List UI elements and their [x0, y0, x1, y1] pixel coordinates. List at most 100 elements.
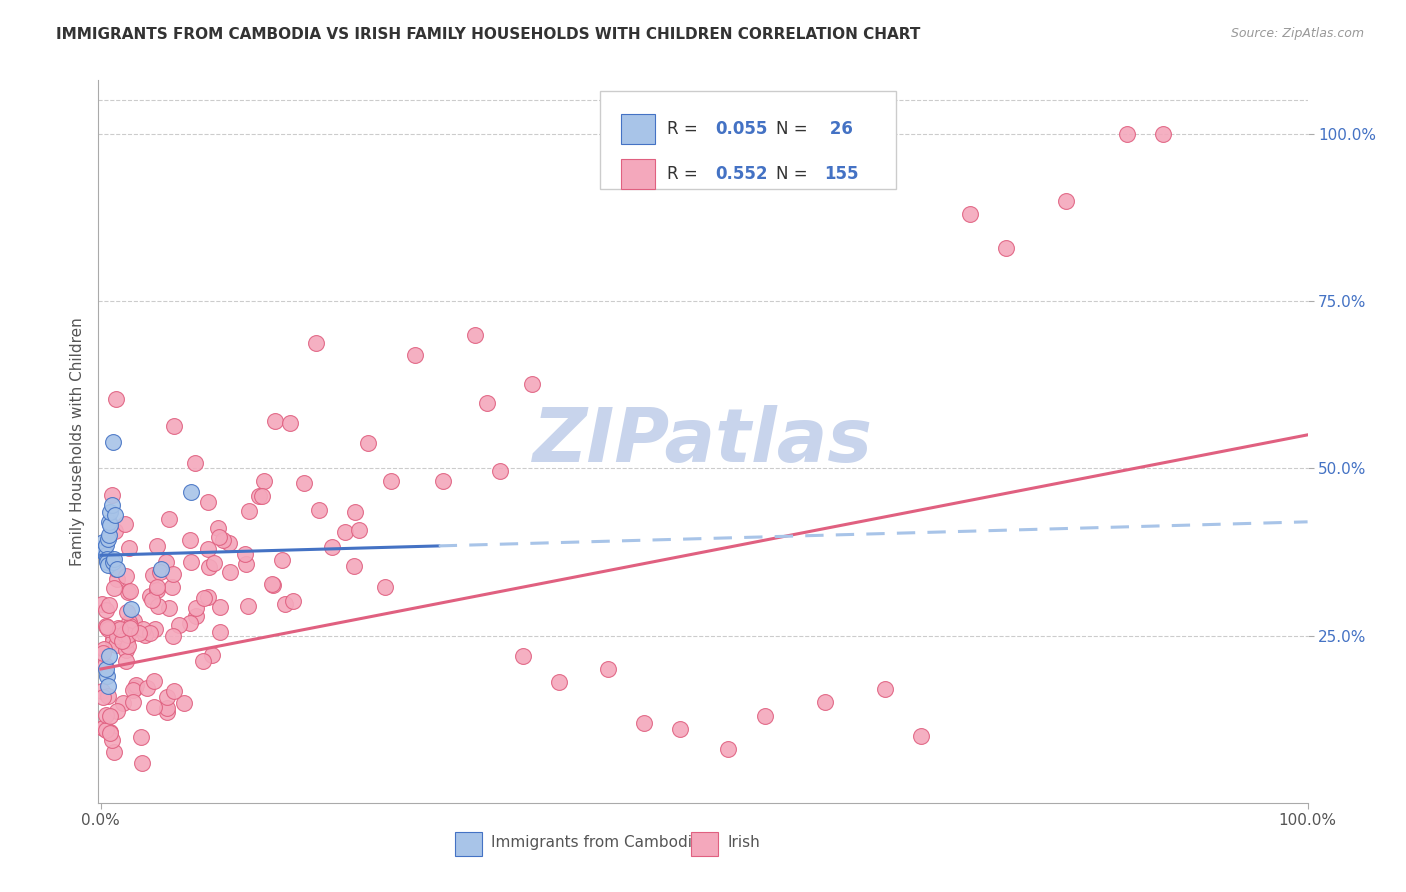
Point — [157, 512, 180, 526]
Y-axis label: Family Households with Children: Family Households with Children — [69, 318, 84, 566]
Point — [96, 620, 118, 634]
Point — [101, 634, 124, 648]
Point — [305, 336, 328, 351]
Point — [105, 562, 128, 576]
Point — [93, 545, 115, 559]
Point — [179, 615, 201, 630]
Point — [115, 623, 138, 637]
Point — [186, 609, 208, 624]
Point — [118, 621, 141, 635]
Point — [173, 696, 195, 710]
Point — [91, 683, 114, 698]
Point — [107, 621, 129, 635]
Point — [143, 674, 166, 689]
Point — [201, 648, 224, 662]
Point — [118, 541, 141, 555]
Point — [146, 580, 169, 594]
Text: R =: R = — [666, 120, 703, 138]
Point — [114, 569, 136, 583]
Point — [404, 348, 426, 362]
Point — [139, 589, 162, 603]
Point — [101, 632, 124, 646]
Point — [98, 709, 121, 723]
Point — [94, 662, 117, 676]
Point — [91, 597, 114, 611]
FancyBboxPatch shape — [690, 832, 717, 855]
Point — [193, 591, 215, 605]
Point — [432, 474, 454, 488]
Point — [118, 615, 141, 629]
Point — [374, 580, 396, 594]
Point — [111, 697, 134, 711]
Point — [208, 529, 231, 543]
Point — [115, 654, 138, 668]
Point — [209, 625, 232, 640]
Point — [98, 598, 121, 612]
Point — [238, 504, 260, 518]
Point — [93, 720, 115, 734]
Point — [156, 701, 179, 715]
Point — [180, 484, 202, 499]
Point — [96, 622, 118, 636]
Point — [180, 554, 202, 568]
Point — [814, 696, 837, 710]
Point — [129, 730, 152, 744]
Point — [120, 602, 142, 616]
Point — [108, 623, 131, 637]
Point — [91, 534, 114, 549]
Point — [110, 634, 132, 648]
Point — [96, 551, 118, 566]
Point — [94, 603, 117, 617]
Point — [150, 562, 173, 576]
Point — [156, 705, 179, 719]
Point — [100, 498, 122, 512]
FancyBboxPatch shape — [600, 91, 897, 189]
Point — [94, 548, 117, 563]
Point — [105, 704, 128, 718]
Point — [380, 474, 402, 488]
Point — [114, 643, 136, 657]
Point — [149, 565, 172, 579]
Point — [117, 628, 139, 642]
Point — [139, 626, 162, 640]
Text: R =: R = — [666, 165, 703, 183]
Point — [260, 576, 283, 591]
Point — [104, 562, 127, 576]
Point — [97, 690, 120, 704]
Point — [97, 558, 120, 573]
Point — [128, 626, 150, 640]
Point — [669, 723, 692, 737]
Text: 0.055: 0.055 — [716, 120, 768, 138]
Point — [464, 327, 486, 342]
Point — [191, 654, 214, 668]
Point — [235, 557, 257, 571]
Point — [91, 646, 114, 660]
Point — [117, 585, 139, 599]
Point — [101, 434, 124, 449]
Point — [162, 629, 184, 643]
Point — [198, 559, 221, 574]
Point — [347, 523, 370, 537]
Point — [959, 207, 981, 221]
Point — [512, 648, 534, 663]
Point — [477, 396, 499, 410]
Point — [104, 392, 127, 406]
Point — [146, 583, 169, 598]
Point — [160, 581, 183, 595]
Point — [94, 618, 117, 632]
Point — [1054, 194, 1077, 208]
Point — [98, 528, 121, 542]
Point — [105, 572, 128, 586]
Point — [233, 548, 256, 562]
FancyBboxPatch shape — [621, 114, 655, 145]
Text: 155: 155 — [824, 165, 859, 183]
Point — [112, 627, 135, 641]
Point — [146, 540, 169, 554]
Point — [100, 518, 122, 533]
Point — [121, 683, 143, 698]
Point — [100, 488, 122, 502]
Text: IMMIGRANTS FROM CAMBODIA VS IRISH FAMILY HOUSEHOLDS WITH CHILDREN CORRELATION CH: IMMIGRANTS FROM CAMBODIA VS IRISH FAMILY… — [56, 27, 921, 42]
Point — [994, 241, 1017, 255]
Point — [104, 638, 127, 652]
Point — [717, 742, 740, 756]
